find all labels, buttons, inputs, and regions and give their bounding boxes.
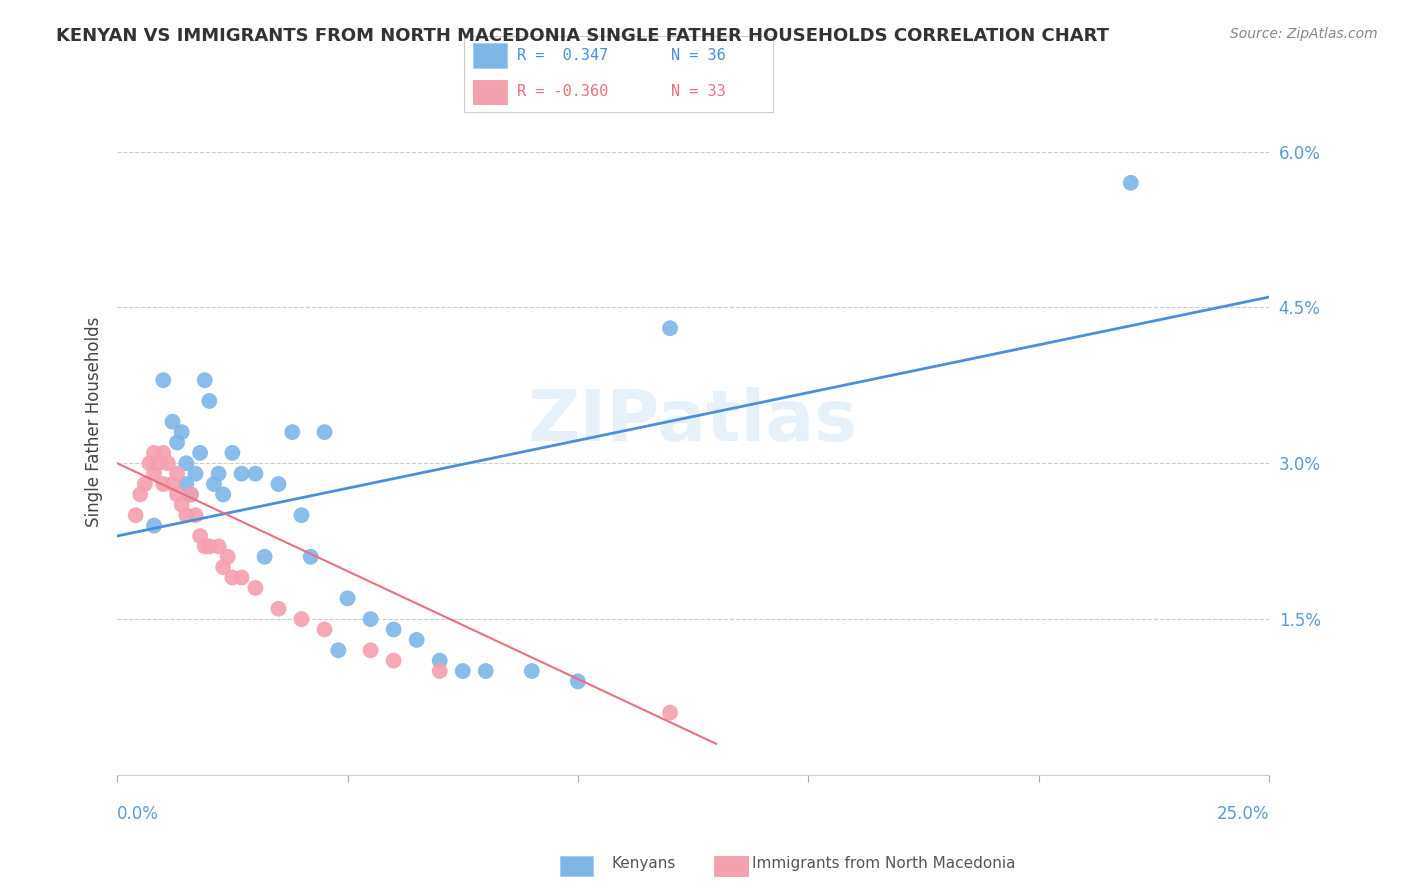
Text: 0.0%: 0.0%: [117, 805, 159, 823]
Point: [162, 415, 184, 429]
FancyBboxPatch shape: [474, 44, 508, 68]
Point: [143, 446, 166, 460]
Point: [659, 321, 682, 335]
FancyBboxPatch shape: [474, 79, 508, 104]
Point: [152, 446, 174, 460]
Text: 25.0%: 25.0%: [1216, 805, 1270, 823]
Point: [162, 477, 184, 491]
Point: [360, 643, 382, 657]
Point: [474, 664, 496, 678]
Point: [382, 654, 405, 668]
Point: [314, 623, 336, 637]
Point: [194, 373, 217, 387]
Point: [281, 425, 304, 439]
Text: Kenyans: Kenyans: [612, 856, 676, 871]
Point: [267, 601, 290, 615]
Point: [659, 706, 682, 720]
Point: [134, 477, 156, 491]
Point: [188, 529, 211, 543]
Point: [299, 549, 322, 564]
Point: [290, 612, 312, 626]
Point: [166, 487, 188, 501]
Point: [152, 477, 174, 491]
Point: [166, 435, 188, 450]
Point: [290, 508, 312, 523]
Point: [212, 487, 235, 501]
Point: [138, 456, 160, 470]
Point: [1119, 176, 1142, 190]
Text: ZIPatlas: ZIPatlas: [529, 387, 858, 456]
Text: R =  0.347: R = 0.347: [516, 48, 607, 63]
Point: [124, 508, 146, 523]
Point: [217, 549, 239, 564]
Point: [166, 467, 188, 481]
Point: [129, 487, 152, 501]
Point: [382, 623, 405, 637]
Point: [176, 477, 198, 491]
Y-axis label: Single Father Households: Single Father Households: [86, 317, 103, 527]
Point: [176, 456, 198, 470]
Point: [180, 487, 202, 501]
Point: [184, 467, 207, 481]
Text: Source: ZipAtlas.com: Source: ZipAtlas.com: [1230, 27, 1378, 41]
Point: [405, 632, 427, 647]
Point: [184, 508, 207, 523]
Point: [221, 570, 243, 584]
Text: KENYAN VS IMMIGRANTS FROM NORTH MACEDONIA SINGLE FATHER HOUSEHOLDS CORRELATION C: KENYAN VS IMMIGRANTS FROM NORTH MACEDONI…: [56, 27, 1109, 45]
Point: [429, 664, 451, 678]
Point: [143, 518, 166, 533]
Text: N = 33: N = 33: [671, 84, 725, 99]
Point: [198, 393, 221, 408]
Point: [245, 581, 267, 595]
Point: [188, 446, 211, 460]
Text: Immigrants from North Macedonia: Immigrants from North Macedonia: [752, 856, 1015, 871]
Point: [198, 540, 221, 554]
Point: [170, 425, 193, 439]
Point: [429, 654, 451, 668]
Text: R = -0.360: R = -0.360: [516, 84, 607, 99]
Point: [143, 467, 166, 481]
Point: [567, 674, 589, 689]
Point: [267, 477, 290, 491]
Point: [328, 643, 350, 657]
Point: [180, 487, 202, 501]
Point: [245, 467, 267, 481]
Point: [148, 456, 170, 470]
Point: [202, 477, 225, 491]
Point: [253, 549, 276, 564]
Point: [221, 446, 243, 460]
Point: [336, 591, 359, 606]
Point: [207, 540, 229, 554]
Point: [520, 664, 543, 678]
Point: [314, 425, 336, 439]
Point: [212, 560, 235, 574]
Point: [207, 467, 229, 481]
Point: [170, 498, 193, 512]
Point: [231, 570, 253, 584]
Point: [152, 373, 174, 387]
Point: [231, 467, 253, 481]
Point: [360, 612, 382, 626]
Point: [194, 540, 217, 554]
Point: [156, 456, 179, 470]
Point: [176, 508, 198, 523]
Text: N = 36: N = 36: [671, 48, 725, 63]
Point: [451, 664, 474, 678]
